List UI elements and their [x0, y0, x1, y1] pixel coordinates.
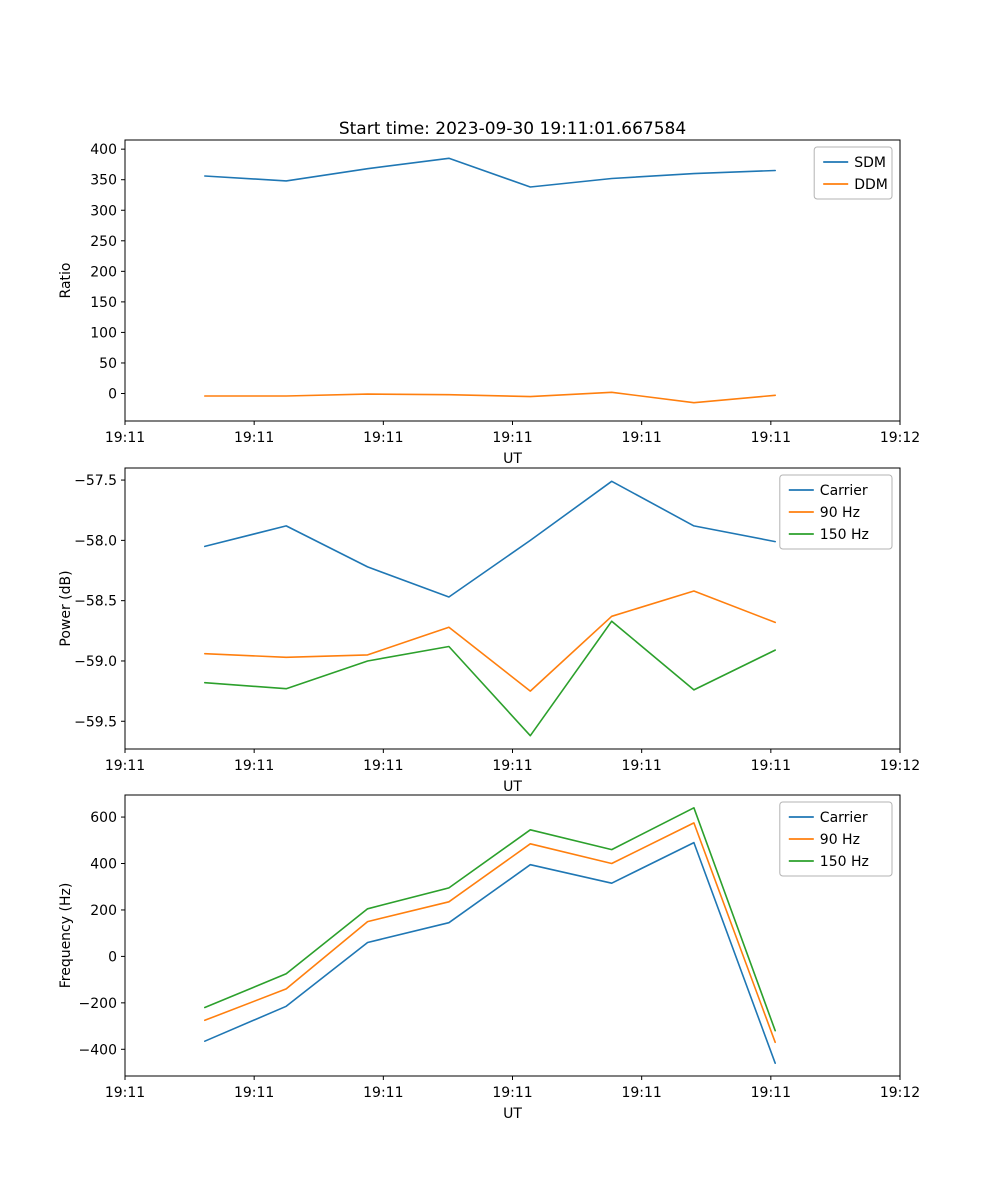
legend: Carrier 90 Hz 150 Hz	[779, 801, 893, 877]
figure-title: Start time: 2023-09-30 19:11:01.667584	[338, 119, 687, 139]
x-tick-label: 19:11	[751, 1085, 791, 1101]
x-tick-label: 19:11	[363, 430, 403, 446]
axes-frame	[124, 139, 901, 422]
legend-label-90-hz: 90 Hz	[820, 832, 860, 848]
y-tick-label: −58.5	[74, 594, 117, 610]
y-tick-label: 400	[90, 142, 117, 158]
legend-label-150-hz: 150 Hz	[820, 527, 869, 543]
y-tick-label: −57.5	[74, 473, 117, 489]
legend-box	[779, 801, 893, 877]
legend: SDM DDM	[813, 146, 893, 200]
x-tick-label: 19:12	[880, 758, 920, 774]
y-axis-label: Power (dB)	[58, 570, 74, 646]
y-tick-label: −400	[79, 1042, 117, 1058]
y-axis-label: Ratio	[58, 263, 74, 299]
y-tick-label: 150	[90, 295, 117, 311]
x-tick-label: 19:11	[751, 758, 791, 774]
legend-label-90-hz: 90 Hz	[820, 505, 860, 521]
x-axis-label: UT	[503, 779, 522, 795]
x-tick-label: 19:11	[105, 758, 145, 774]
x-tick-label: 19:11	[621, 1085, 661, 1101]
legend-label-carrier: Carrier	[820, 810, 868, 826]
x-tick-label: 19:11	[492, 430, 532, 446]
y-tick-label: 600	[90, 810, 117, 826]
y-tick-label: 0	[108, 387, 117, 403]
x-tick-label: 19:11	[621, 758, 661, 774]
legend-box	[813, 146, 893, 200]
ratio-plot-group: 0 50 100 150 200 250 300 350 400 19:11 19:11 19:11 1…	[58, 139, 920, 467]
series-line-90-hz	[204, 822, 777, 1044]
y-tick-label: 200	[90, 903, 117, 919]
x-tick-label: 19:12	[880, 1085, 920, 1101]
y-axis-label: Frequency (Hz)	[58, 883, 74, 989]
series-line-sdm	[204, 157, 777, 188]
legend-label-150-hz: 150 Hz	[820, 854, 869, 870]
y-tick-label: −58.0	[74, 533, 117, 549]
legend-label-carrier: Carrier	[820, 483, 868, 499]
y-tick-label: 400	[90, 857, 117, 873]
y-tick-label: 350	[90, 173, 117, 189]
legend-box	[779, 474, 893, 550]
legend: Carrier 90 Hz 150 Hz	[779, 474, 893, 550]
x-tick-label: 19:11	[234, 1085, 274, 1101]
frequency-plot-group: −400 −200 0 200 400 600 19:11 19:11 19:11 19:11 19…	[58, 794, 920, 1122]
x-tick-label: 19:11	[492, 758, 532, 774]
x-tick-label: 19:11	[492, 1085, 532, 1101]
x-tick-label: 19:11	[105, 1085, 145, 1101]
power-chart: −57.5 −58.0 −58.5 −59.0 −59.5 19:11 19:11 19:11…	[58, 467, 920, 795]
x-tick-label: 19:11	[363, 758, 403, 774]
ratio-chart: 0 50 100 150 200 250 300 350 400 19:11 19:11 19:11 1…	[58, 139, 920, 467]
x-tick-label: 19:12	[880, 430, 920, 446]
x-tick-label: 19:11	[234, 758, 274, 774]
y-tick-label: −59.0	[74, 654, 117, 670]
legend-label-sdm: SDM	[854, 155, 886, 171]
y-tick-label: 250	[90, 234, 117, 250]
y-tick-label: 0	[108, 949, 117, 965]
x-tick-label: 19:11	[621, 430, 661, 446]
x-tick-label: 19:11	[363, 1085, 403, 1101]
series-line-90-hz	[204, 590, 777, 692]
x-axis-label: UT	[503, 1106, 522, 1122]
x-tick-label: 19:11	[105, 430, 145, 446]
series-line-ddm	[204, 391, 777, 404]
x-tick-label: 19:11	[234, 430, 274, 446]
y-tick-label: 100	[90, 325, 117, 341]
series-line-150-hz	[204, 806, 777, 1032]
x-axis-label: UT	[503, 451, 522, 467]
power-plot-group: −57.5 −58.0 −58.5 −59.0 −59.5 19:11 19:11 19:11…	[58, 467, 920, 795]
y-tick-label: 200	[90, 264, 117, 280]
series-line-carrier	[204, 841, 777, 1065]
x-tick-label: 19:11	[751, 430, 791, 446]
y-tick-label: 300	[90, 203, 117, 219]
series-line-150-hz	[204, 620, 777, 737]
frequency-chart: −400 −200 0 200 400 600 19:11 19:11 19:11 19:11 19…	[58, 794, 920, 1122]
series-line-carrier	[204, 480, 777, 598]
legend-label-ddm: DDM	[854, 177, 888, 193]
y-tick-label: −200	[79, 996, 117, 1012]
y-tick-label: −59.5	[74, 714, 117, 730]
y-tick-label: 50	[99, 356, 117, 372]
